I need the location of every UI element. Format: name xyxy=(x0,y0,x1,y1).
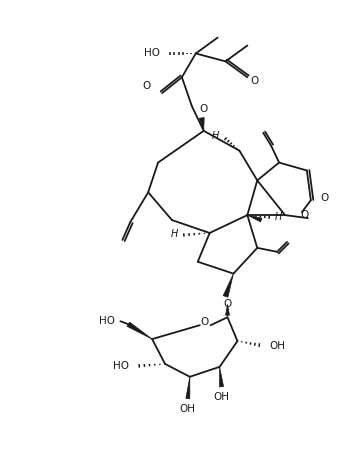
Polygon shape xyxy=(220,367,223,387)
Text: O: O xyxy=(301,210,309,220)
Text: OH: OH xyxy=(269,341,285,351)
Text: H: H xyxy=(275,212,283,222)
Polygon shape xyxy=(225,304,230,315)
Text: O: O xyxy=(223,299,232,309)
Text: O: O xyxy=(321,193,329,203)
Text: O: O xyxy=(200,104,208,114)
Text: H: H xyxy=(171,229,178,239)
Text: HO: HO xyxy=(113,361,129,371)
Text: O: O xyxy=(200,317,209,327)
Text: OH: OH xyxy=(214,392,230,402)
Polygon shape xyxy=(223,274,234,297)
Text: HO: HO xyxy=(144,49,160,58)
Polygon shape xyxy=(247,215,262,222)
Text: O: O xyxy=(142,81,150,91)
Polygon shape xyxy=(127,322,152,339)
Polygon shape xyxy=(199,118,204,131)
Text: OH: OH xyxy=(180,403,196,414)
Text: O: O xyxy=(250,76,259,86)
Polygon shape xyxy=(186,377,190,399)
Text: H: H xyxy=(212,131,220,141)
Text: HO: HO xyxy=(99,316,116,326)
